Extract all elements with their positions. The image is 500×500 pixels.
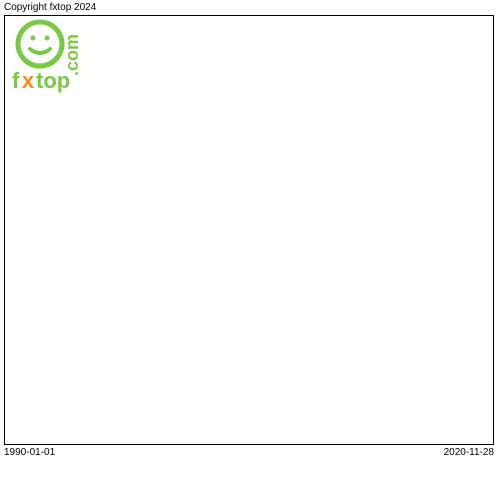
chart-plot-area <box>4 15 494 445</box>
x-axis-start-label: 1990-01-01 <box>4 447 55 458</box>
x-axis-end-label: 2020-11-28 <box>444 447 494 458</box>
copyright-text: Copyright fxtop 2024 <box>4 2 96 13</box>
